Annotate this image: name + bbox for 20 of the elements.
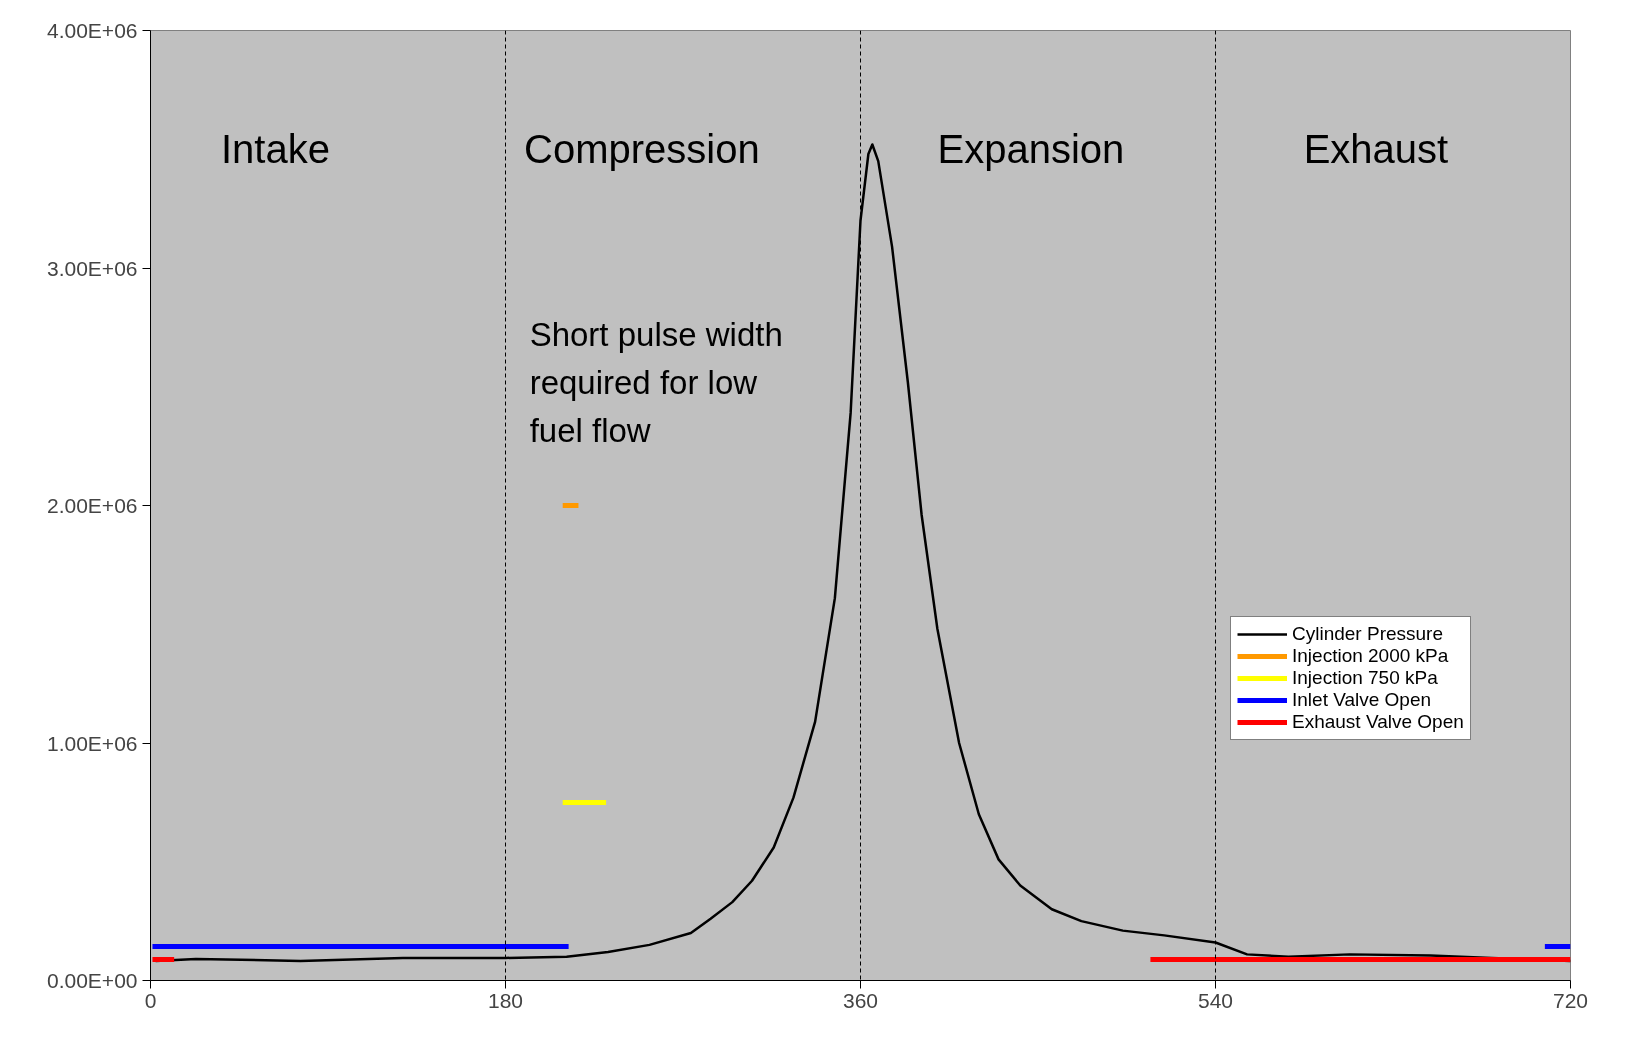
annotation: Exhaust: [1303, 127, 1449, 172]
annotation: Compression: [524, 127, 760, 172]
x-tick-label: 0: [144, 988, 157, 1012]
x-tick-label: 360: [842, 988, 879, 1012]
annotation: Intake: [220, 127, 330, 172]
legend-label: Cylinder Pressure: [1292, 623, 1443, 645]
y-tick-label: 3.00E+06: [47, 256, 138, 280]
legend-label: Injection 2000 kPa: [1292, 645, 1449, 667]
y-tick-label: 4.00E+06: [47, 19, 138, 42]
x-tick-label: 540: [1197, 988, 1234, 1012]
annotation: Short pulse width required for low fuel flow: [529, 315, 783, 449]
y-tick-label: 0.00E+00: [47, 969, 138, 992]
y-tick-label: 2.00E+06: [47, 494, 138, 517]
y-tick-label: 1.00E+06: [47, 731, 138, 755]
x-tick-label: 180: [487, 988, 524, 1012]
annotation: Expansion: [937, 127, 1125, 172]
legend-label: Inlet Valve Open: [1292, 689, 1432, 711]
x-tick-label: 720: [1552, 988, 1589, 1012]
legend-label: Injection 750 kPa: [1292, 667, 1438, 689]
legend-label: Exhaust Valve Open: [1292, 711, 1464, 733]
